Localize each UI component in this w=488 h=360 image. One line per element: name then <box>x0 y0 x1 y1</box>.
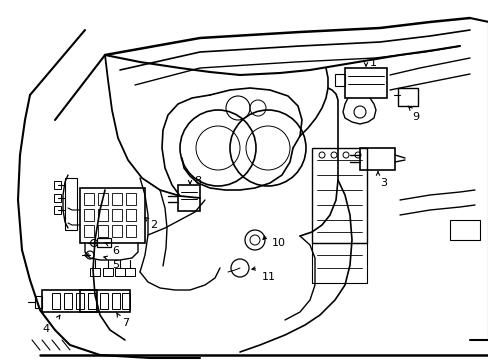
Bar <box>100 293 108 309</box>
Bar <box>359 148 394 170</box>
Bar <box>84 225 94 237</box>
Bar <box>449 220 479 240</box>
Bar <box>84 193 94 205</box>
Bar <box>103 268 113 276</box>
Bar <box>90 268 100 276</box>
Bar <box>345 68 386 98</box>
Text: 10: 10 <box>271 238 285 248</box>
Bar <box>80 188 145 243</box>
Bar <box>54 194 61 202</box>
Bar <box>311 243 366 283</box>
Bar <box>88 293 96 309</box>
Bar <box>112 225 122 237</box>
Bar <box>52 293 60 309</box>
Text: 11: 11 <box>262 272 275 282</box>
Bar <box>126 193 136 205</box>
Bar <box>112 293 120 309</box>
Text: 6: 6 <box>112 246 119 256</box>
Text: 4: 4 <box>42 324 49 334</box>
Bar <box>122 293 130 309</box>
Bar <box>76 293 84 309</box>
Text: 3: 3 <box>379 178 386 188</box>
Bar <box>42 290 97 312</box>
Bar <box>125 268 135 276</box>
Text: 5: 5 <box>112 260 119 270</box>
Text: 2: 2 <box>150 220 157 230</box>
Bar <box>98 209 108 221</box>
Bar <box>65 178 77 230</box>
Bar <box>98 225 108 237</box>
Bar <box>112 209 122 221</box>
Bar <box>64 293 72 309</box>
Bar <box>98 193 108 205</box>
Text: 8: 8 <box>194 176 201 186</box>
Bar <box>88 293 96 309</box>
Bar <box>178 185 200 211</box>
Bar <box>112 193 122 205</box>
Bar <box>126 209 136 221</box>
Bar <box>126 225 136 237</box>
Bar <box>115 268 125 276</box>
Bar <box>334 74 345 86</box>
Bar <box>35 296 42 308</box>
Bar <box>397 88 417 106</box>
Bar <box>97 238 111 247</box>
Text: 9: 9 <box>411 112 418 122</box>
Text: 7: 7 <box>122 318 129 328</box>
Bar <box>311 148 366 243</box>
Bar <box>54 206 61 214</box>
Bar <box>54 181 61 189</box>
Bar <box>80 290 130 312</box>
Bar <box>84 209 94 221</box>
Text: 1: 1 <box>369 58 376 68</box>
